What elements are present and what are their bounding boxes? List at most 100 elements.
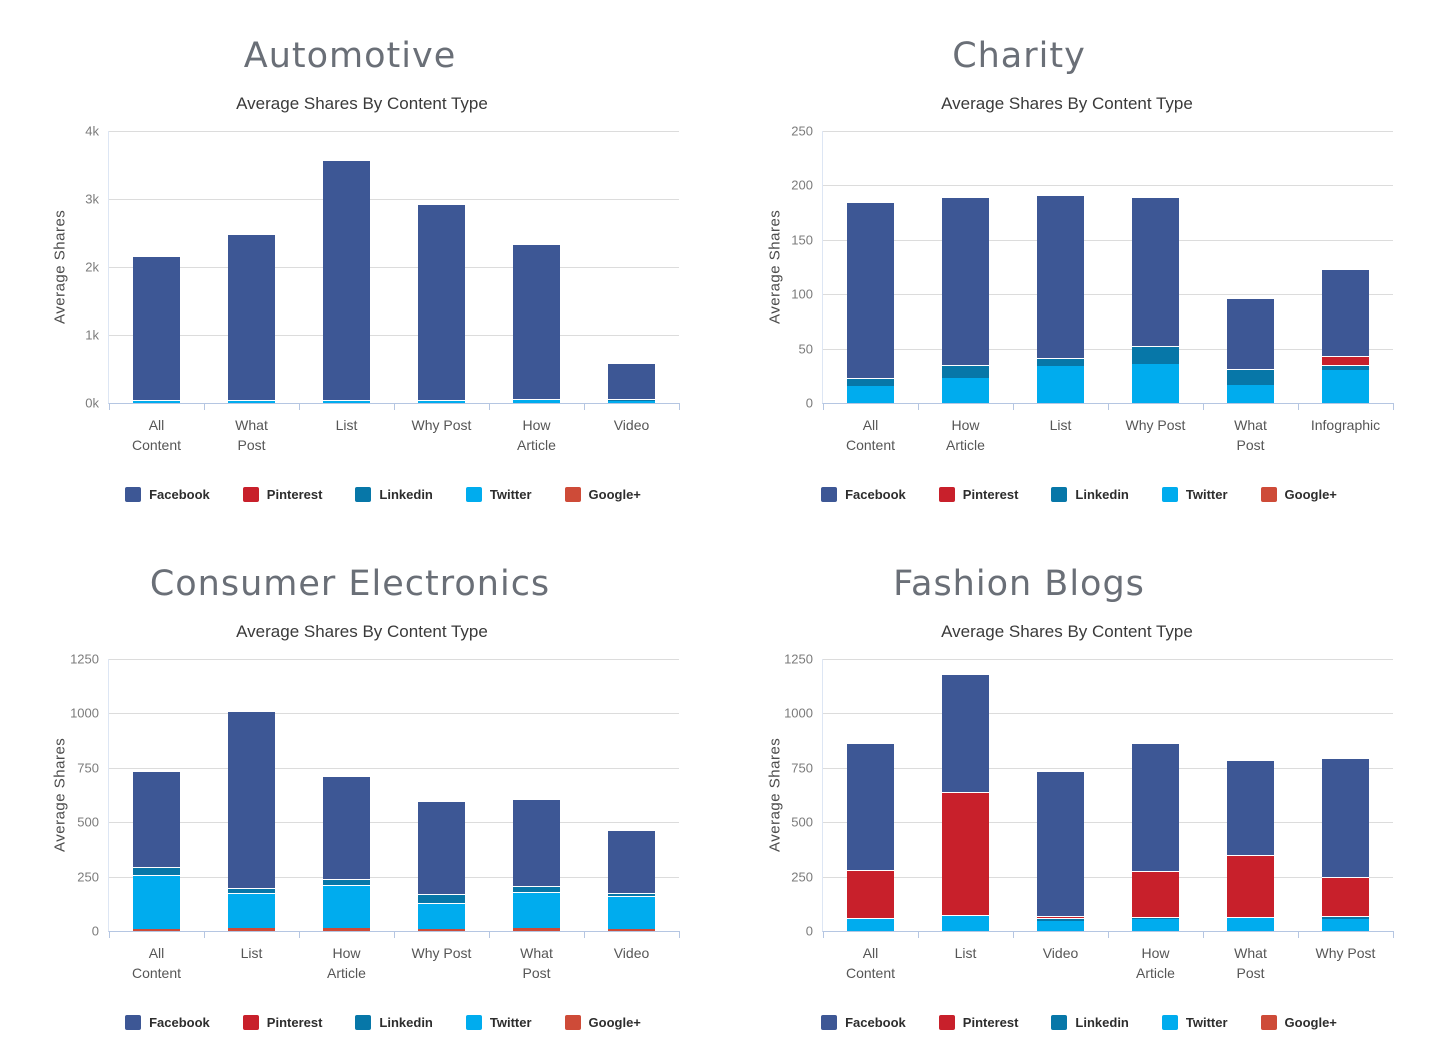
legend-item-linkedin[interactable]: Linkedin bbox=[355, 487, 433, 502]
bar-how-article[interactable] bbox=[942, 197, 989, 403]
segment-twitter[interactable] bbox=[133, 400, 180, 403]
segment-twitter[interactable] bbox=[513, 399, 560, 403]
segment-linkedin[interactable] bbox=[1037, 918, 1084, 922]
segment-twitter[interactable] bbox=[323, 400, 370, 403]
segment-facebook[interactable] bbox=[323, 776, 370, 879]
segment-linkedin[interactable] bbox=[513, 398, 560, 400]
bar-list[interactable] bbox=[942, 674, 989, 931]
segment-twitter[interactable] bbox=[1132, 363, 1179, 403]
bar-all-content[interactable] bbox=[133, 771, 180, 931]
legend-item-twitter[interactable]: Twitter bbox=[1161, 1015, 1228, 1030]
legend-item-pinterest[interactable]: Pinterest bbox=[242, 487, 322, 502]
segment-facebook[interactable] bbox=[1132, 742, 1179, 871]
bar-why-post[interactable] bbox=[418, 800, 465, 931]
segment-facebook[interactable] bbox=[1227, 760, 1274, 855]
bar-list[interactable] bbox=[1037, 195, 1084, 403]
segment-facebook[interactable] bbox=[418, 203, 465, 400]
bar-infographic[interactable] bbox=[1322, 269, 1369, 403]
segment-linkedin[interactable] bbox=[418, 894, 465, 903]
bar-video[interactable] bbox=[1037, 771, 1084, 931]
segment-facebook[interactable] bbox=[133, 771, 180, 868]
segment-facebook[interactable] bbox=[323, 159, 370, 400]
segment-facebook[interactable] bbox=[228, 234, 275, 400]
segment-google[interactable] bbox=[228, 928, 275, 931]
segment-pinterest[interactable] bbox=[1322, 876, 1369, 917]
segment-twitter[interactable] bbox=[608, 896, 655, 930]
segment-linkedin[interactable] bbox=[513, 886, 560, 892]
segment-twitter[interactable] bbox=[1227, 918, 1274, 931]
segment-facebook[interactable] bbox=[1037, 195, 1084, 359]
bar-list[interactable] bbox=[228, 710, 275, 931]
segment-twitter[interactable] bbox=[847, 385, 894, 403]
segment-twitter[interactable] bbox=[942, 915, 989, 931]
segment-twitter[interactable] bbox=[847, 919, 894, 931]
legend-item-facebook[interactable]: Facebook bbox=[125, 1015, 210, 1030]
segment-linkedin[interactable] bbox=[1037, 358, 1084, 367]
legend-item-linkedin[interactable]: Linkedin bbox=[1051, 1015, 1129, 1030]
bar-all-content[interactable] bbox=[847, 201, 894, 403]
bar-all-content[interactable] bbox=[133, 255, 180, 403]
segment-linkedin[interactable] bbox=[847, 917, 894, 920]
segment-linkedin[interactable] bbox=[1322, 916, 1369, 920]
segment-pinterest[interactable] bbox=[1322, 356, 1369, 365]
segment-twitter[interactable] bbox=[418, 400, 465, 403]
segment-facebook[interactable] bbox=[847, 742, 894, 870]
legend-item-facebook[interactable]: Facebook bbox=[821, 487, 906, 502]
segment-linkedin[interactable] bbox=[942, 914, 989, 916]
legend-item-facebook[interactable]: Facebook bbox=[125, 487, 210, 502]
segment-pinterest[interactable] bbox=[1037, 915, 1084, 919]
segment-twitter[interactable] bbox=[513, 891, 560, 929]
bar-how-article[interactable] bbox=[1132, 742, 1179, 931]
segment-twitter[interactable] bbox=[942, 377, 989, 403]
segment-linkedin[interactable] bbox=[1227, 917, 1274, 919]
segment-linkedin[interactable] bbox=[1132, 916, 1179, 919]
legend-item-pinterest[interactable]: Pinterest bbox=[938, 487, 1018, 502]
bar-list[interactable] bbox=[323, 159, 370, 403]
segment-linkedin[interactable] bbox=[228, 887, 275, 894]
legend-item-linkedin[interactable]: Linkedin bbox=[1051, 487, 1129, 502]
legend-item-twitter[interactable]: Twitter bbox=[465, 487, 532, 502]
bar-all-content[interactable] bbox=[847, 742, 894, 931]
segment-pinterest[interactable] bbox=[847, 869, 894, 918]
segment-facebook[interactable] bbox=[1227, 297, 1274, 370]
segment-twitter[interactable] bbox=[418, 902, 465, 930]
segment-twitter[interactable] bbox=[1037, 921, 1084, 931]
legend-item-linkedin[interactable]: Linkedin bbox=[355, 1015, 433, 1030]
bar-why-post[interactable] bbox=[1132, 197, 1179, 403]
legend-item-pinterest[interactable]: Pinterest bbox=[938, 1015, 1018, 1030]
segment-linkedin[interactable] bbox=[133, 399, 180, 401]
segment-facebook[interactable] bbox=[1037, 771, 1084, 916]
segment-facebook[interactable] bbox=[942, 197, 989, 365]
bar-what-post[interactable] bbox=[1227, 760, 1274, 931]
segment-linkedin[interactable] bbox=[942, 364, 989, 378]
segment-linkedin[interactable] bbox=[608, 399, 655, 402]
legend-item-pinterest[interactable]: Pinterest bbox=[242, 1015, 322, 1030]
segment-pinterest[interactable] bbox=[942, 791, 989, 915]
segment-linkedin[interactable] bbox=[418, 399, 465, 401]
segment-google[interactable] bbox=[133, 928, 180, 931]
segment-twitter[interactable] bbox=[1322, 370, 1369, 403]
segment-linkedin[interactable] bbox=[1132, 346, 1179, 364]
legend-item-google[interactable]: Google+ bbox=[564, 1015, 641, 1030]
segment-twitter[interactable] bbox=[1322, 919, 1369, 931]
bar-what-post[interactable] bbox=[228, 234, 275, 403]
segment-google[interactable] bbox=[418, 929, 465, 931]
bar-what-post[interactable] bbox=[1227, 297, 1274, 403]
segment-twitter[interactable] bbox=[1227, 384, 1274, 403]
legend-item-google[interactable]: Google+ bbox=[564, 487, 641, 502]
segment-facebook[interactable] bbox=[847, 201, 894, 378]
segment-twitter[interactable] bbox=[1132, 918, 1179, 931]
segment-twitter[interactable] bbox=[133, 874, 180, 929]
segment-linkedin[interactable] bbox=[133, 867, 180, 875]
bar-how-article[interactable] bbox=[323, 776, 370, 931]
segment-google[interactable] bbox=[513, 928, 560, 931]
legend-item-twitter[interactable]: Twitter bbox=[465, 1015, 532, 1030]
bar-what-post[interactable] bbox=[513, 799, 560, 931]
legend-item-google[interactable]: Google+ bbox=[1260, 1015, 1337, 1030]
segment-linkedin[interactable] bbox=[323, 878, 370, 885]
bar-why-post[interactable] bbox=[1322, 758, 1369, 931]
segment-facebook[interactable] bbox=[608, 829, 655, 893]
segment-pinterest[interactable] bbox=[1132, 870, 1179, 917]
segment-facebook[interactable] bbox=[513, 799, 560, 887]
segment-linkedin[interactable] bbox=[1227, 369, 1274, 385]
